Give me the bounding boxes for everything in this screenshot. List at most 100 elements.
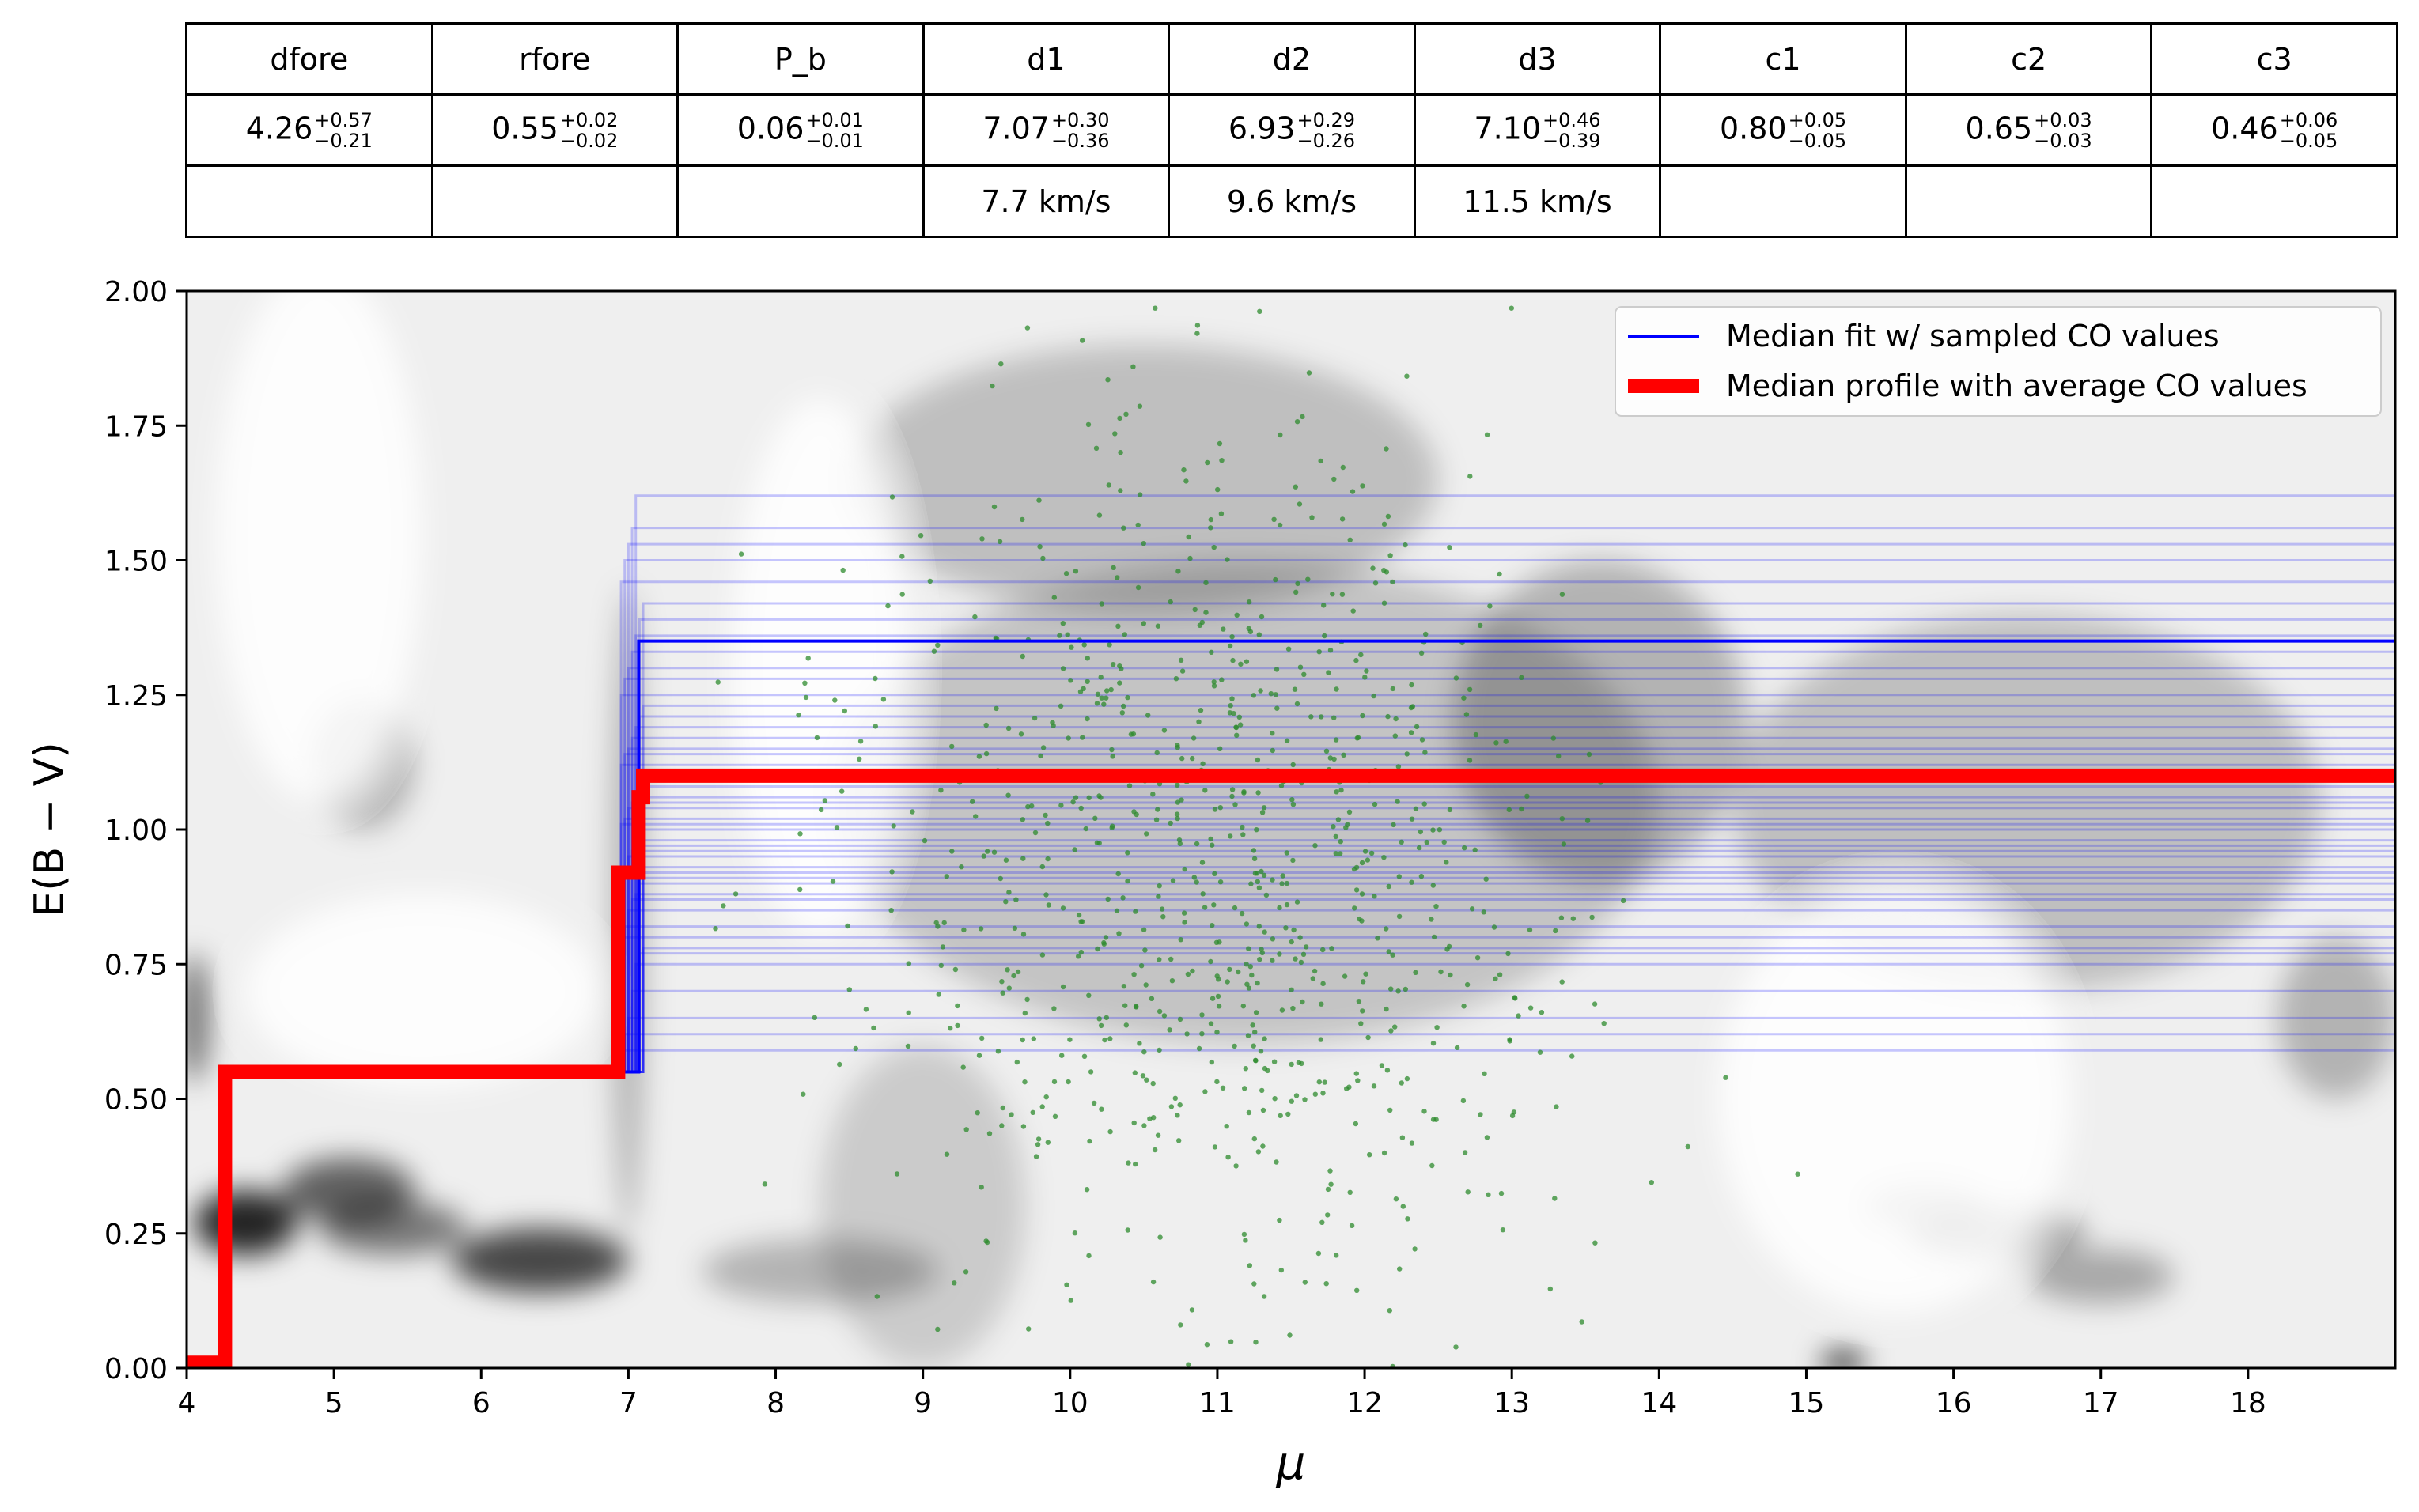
star-point	[1175, 745, 1180, 750]
density-blob	[2027, 1249, 2175, 1304]
velocity-d2: 9.6 km/s	[1168, 164, 1416, 238]
star-point	[1400, 1204, 1406, 1209]
star-point	[1024, 996, 1030, 1003]
star-point	[1308, 714, 1314, 720]
star-point	[830, 879, 836, 884]
velocity-rfore	[430, 164, 680, 238]
star-point	[975, 1110, 980, 1116]
star-point	[1291, 927, 1297, 933]
value-d1: 7.07 +0.30 −0.36	[922, 93, 1171, 167]
star-point	[1294, 701, 1300, 707]
star-point	[1031, 1036, 1037, 1041]
star-point	[1085, 421, 1092, 428]
star-point	[1409, 1140, 1415, 1146]
star-point	[1143, 982, 1149, 988]
star-point	[1210, 996, 1216, 1001]
star-point	[1203, 610, 1209, 615]
star-point	[1404, 1075, 1410, 1082]
x-tick-label: 13	[1493, 1387, 1530, 1419]
star-point	[1116, 931, 1122, 936]
star-point	[1240, 832, 1246, 837]
star-point	[1039, 952, 1046, 958]
star-point	[1255, 757, 1261, 763]
density-blob	[452, 1227, 629, 1293]
star-point	[1621, 898, 1626, 904]
star-point	[1326, 670, 1331, 675]
star-point	[1199, 1031, 1205, 1037]
star-point	[1220, 1085, 1226, 1091]
star-point	[933, 920, 939, 926]
star-point	[1416, 845, 1422, 851]
star-point	[1020, 1124, 1027, 1129]
star-point	[1379, 1063, 1385, 1068]
star-point	[1096, 1016, 1102, 1022]
star-point	[1547, 1286, 1554, 1292]
star-point	[991, 849, 998, 855]
star-point	[1138, 963, 1145, 969]
star-point	[1363, 971, 1368, 977]
velocity-d3: 11.5 km/s	[1413, 164, 1662, 238]
star-point	[1025, 803, 1031, 810]
star-point	[990, 383, 995, 389]
density-blob	[1821, 1351, 1865, 1368]
star-point	[1215, 993, 1221, 1000]
star-point	[1359, 918, 1365, 924]
uncertainty: +0.29 −0.26	[1297, 110, 1355, 151]
star-point	[1558, 915, 1565, 920]
x-tick-label: 9	[914, 1387, 932, 1419]
star-point	[1099, 695, 1105, 701]
star-point	[1076, 912, 1082, 918]
star-point	[1250, 1022, 1255, 1028]
star-point	[1252, 1057, 1259, 1064]
star-point	[1300, 951, 1307, 958]
star-point	[1312, 1091, 1319, 1097]
star-point	[1045, 820, 1051, 826]
star-point	[1421, 801, 1427, 807]
star-point	[1157, 883, 1162, 889]
star-point	[1274, 705, 1280, 711]
star-point	[1323, 1281, 1329, 1287]
star-point	[1298, 959, 1304, 966]
star-point	[1556, 753, 1562, 759]
star-point	[1068, 678, 1073, 683]
star-point	[1327, 755, 1334, 761]
star-point	[1125, 694, 1130, 701]
star-point	[1497, 571, 1502, 577]
star-point	[1176, 837, 1183, 843]
star-point	[1795, 1171, 1800, 1177]
star-point	[1493, 976, 1498, 982]
star-point	[1393, 1196, 1399, 1202]
star-point	[1169, 978, 1175, 984]
star-point	[1152, 1147, 1158, 1153]
star-point	[1315, 1250, 1322, 1257]
star-point	[1073, 795, 1079, 800]
star-point	[1474, 955, 1481, 961]
star-point	[845, 923, 850, 929]
star-point	[1155, 623, 1161, 629]
star-point	[1020, 856, 1026, 861]
star-point	[1111, 565, 1116, 570]
star-point	[1248, 881, 1254, 886]
uncertainty: +0.03 −0.03	[2034, 110, 2092, 151]
star-point	[938, 962, 945, 969]
star-points	[713, 305, 1800, 1368]
star-point	[1225, 979, 1230, 985]
x-axis-label: μ	[1276, 1436, 1306, 1490]
star-point	[1181, 467, 1187, 473]
star-point	[1293, 484, 1299, 490]
star-point	[1190, 968, 1195, 974]
star-point	[1396, 913, 1403, 920]
density-blob	[319, 1200, 467, 1255]
star-point	[978, 926, 984, 932]
star-point	[1063, 571, 1069, 576]
star-point	[1409, 682, 1414, 688]
star-point	[1579, 1319, 1584, 1325]
star-point	[1421, 1109, 1427, 1114]
star-point	[1060, 621, 1066, 626]
star-point	[1519, 806, 1524, 812]
star-point	[1438, 969, 1444, 975]
star-point	[1065, 632, 1070, 637]
star-point	[1419, 737, 1425, 743]
star-point	[1133, 909, 1138, 914]
star-point	[1104, 1015, 1110, 1021]
